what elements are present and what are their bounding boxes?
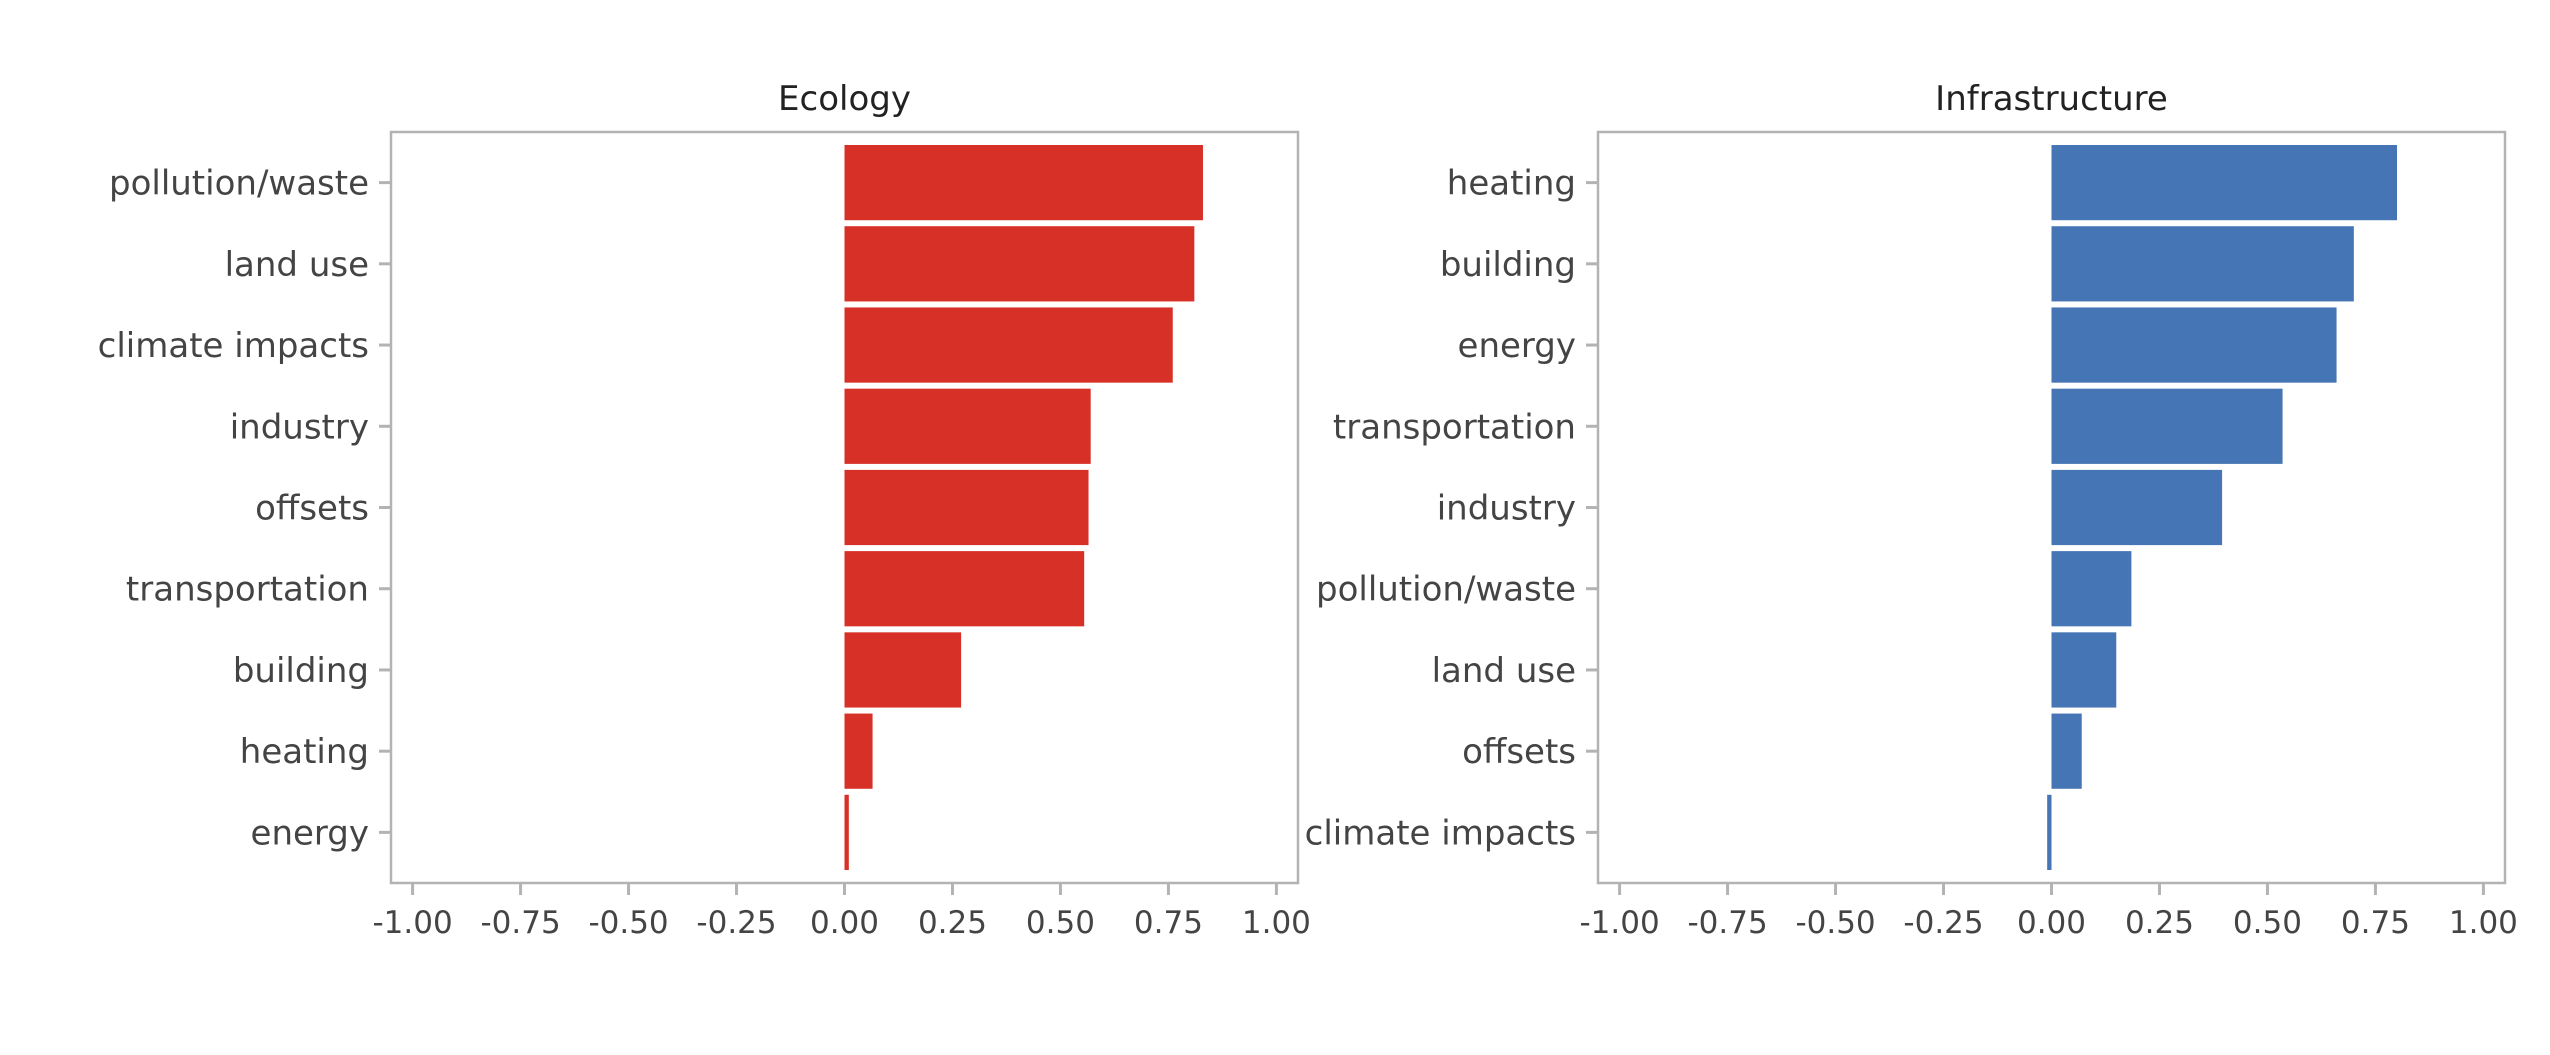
x-tick-label: 0.50 (2233, 905, 2302, 941)
panel-0: Ecology pollution/waste land use climate im… (98, 79, 1311, 941)
category-label: offsets (255, 489, 369, 529)
bar (844, 794, 849, 870)
category-label: building (233, 651, 369, 691)
bar (2051, 307, 2337, 383)
category-label: pollution/waste (1316, 570, 1576, 610)
bar (844, 632, 962, 708)
bar (844, 713, 873, 789)
bar (844, 388, 1091, 464)
bar (2051, 226, 2354, 302)
category-label: climate impacts (98, 326, 369, 366)
bar (844, 226, 1195, 302)
x-tick-label: 0.25 (2125, 905, 2194, 941)
x-tick-label: 0.50 (1026, 905, 1095, 941)
category-label: industry (230, 407, 369, 447)
x-tick-label: -1.00 (1579, 905, 1659, 941)
x-tick-label: 1.00 (1242, 905, 1311, 941)
x-tick-label: -0.25 (1903, 905, 1983, 941)
category-label: heating (240, 732, 369, 772)
category-label: land use (1432, 651, 1576, 691)
x-tick-label: 0.75 (1134, 905, 1203, 941)
x-tick-label: -1.00 (372, 905, 452, 941)
x-tick-label: -0.75 (1687, 905, 1767, 941)
bar (844, 145, 1203, 221)
category-label: climate impacts (1305, 813, 1576, 853)
x-tick-label: 0.25 (918, 905, 987, 941)
bar (2051, 388, 2283, 464)
x-tick-label: -0.25 (696, 905, 776, 941)
x-tick-label: 0.75 (2341, 905, 2410, 941)
bar (2051, 632, 2117, 708)
category-label: transportation (126, 570, 369, 610)
category-label: pollution/waste (109, 164, 369, 204)
x-tick-label: -0.50 (588, 905, 668, 941)
bar (2051, 713, 2082, 789)
bar (844, 551, 1085, 627)
bar (844, 307, 1173, 383)
category-label: heating (1447, 164, 1576, 204)
category-label: energy (1458, 326, 1576, 366)
panel-title: Infrastructure (1935, 79, 2168, 119)
x-tick-label: 0.00 (2017, 905, 2086, 941)
bar (2047, 794, 2052, 870)
panel-1: Infrastructure heating building energy trans… (1305, 79, 2518, 941)
bar (2051, 551, 2132, 627)
category-label: land use (225, 245, 369, 285)
bar (2051, 145, 2398, 221)
bar (2051, 469, 2223, 546)
bar (844, 469, 1089, 546)
category-label: transportation (1333, 407, 1576, 447)
category-label: industry (1437, 489, 1576, 529)
x-tick-label: 0.00 (810, 905, 879, 941)
x-tick-label: -0.50 (1795, 905, 1875, 941)
x-tick-label: -0.75 (480, 905, 560, 941)
panel-title: Ecology (778, 79, 911, 119)
x-tick-label: 1.00 (2449, 905, 2518, 941)
category-label: building (1440, 245, 1576, 285)
category-label: energy (251, 813, 369, 853)
category-label: offsets (1462, 732, 1576, 772)
